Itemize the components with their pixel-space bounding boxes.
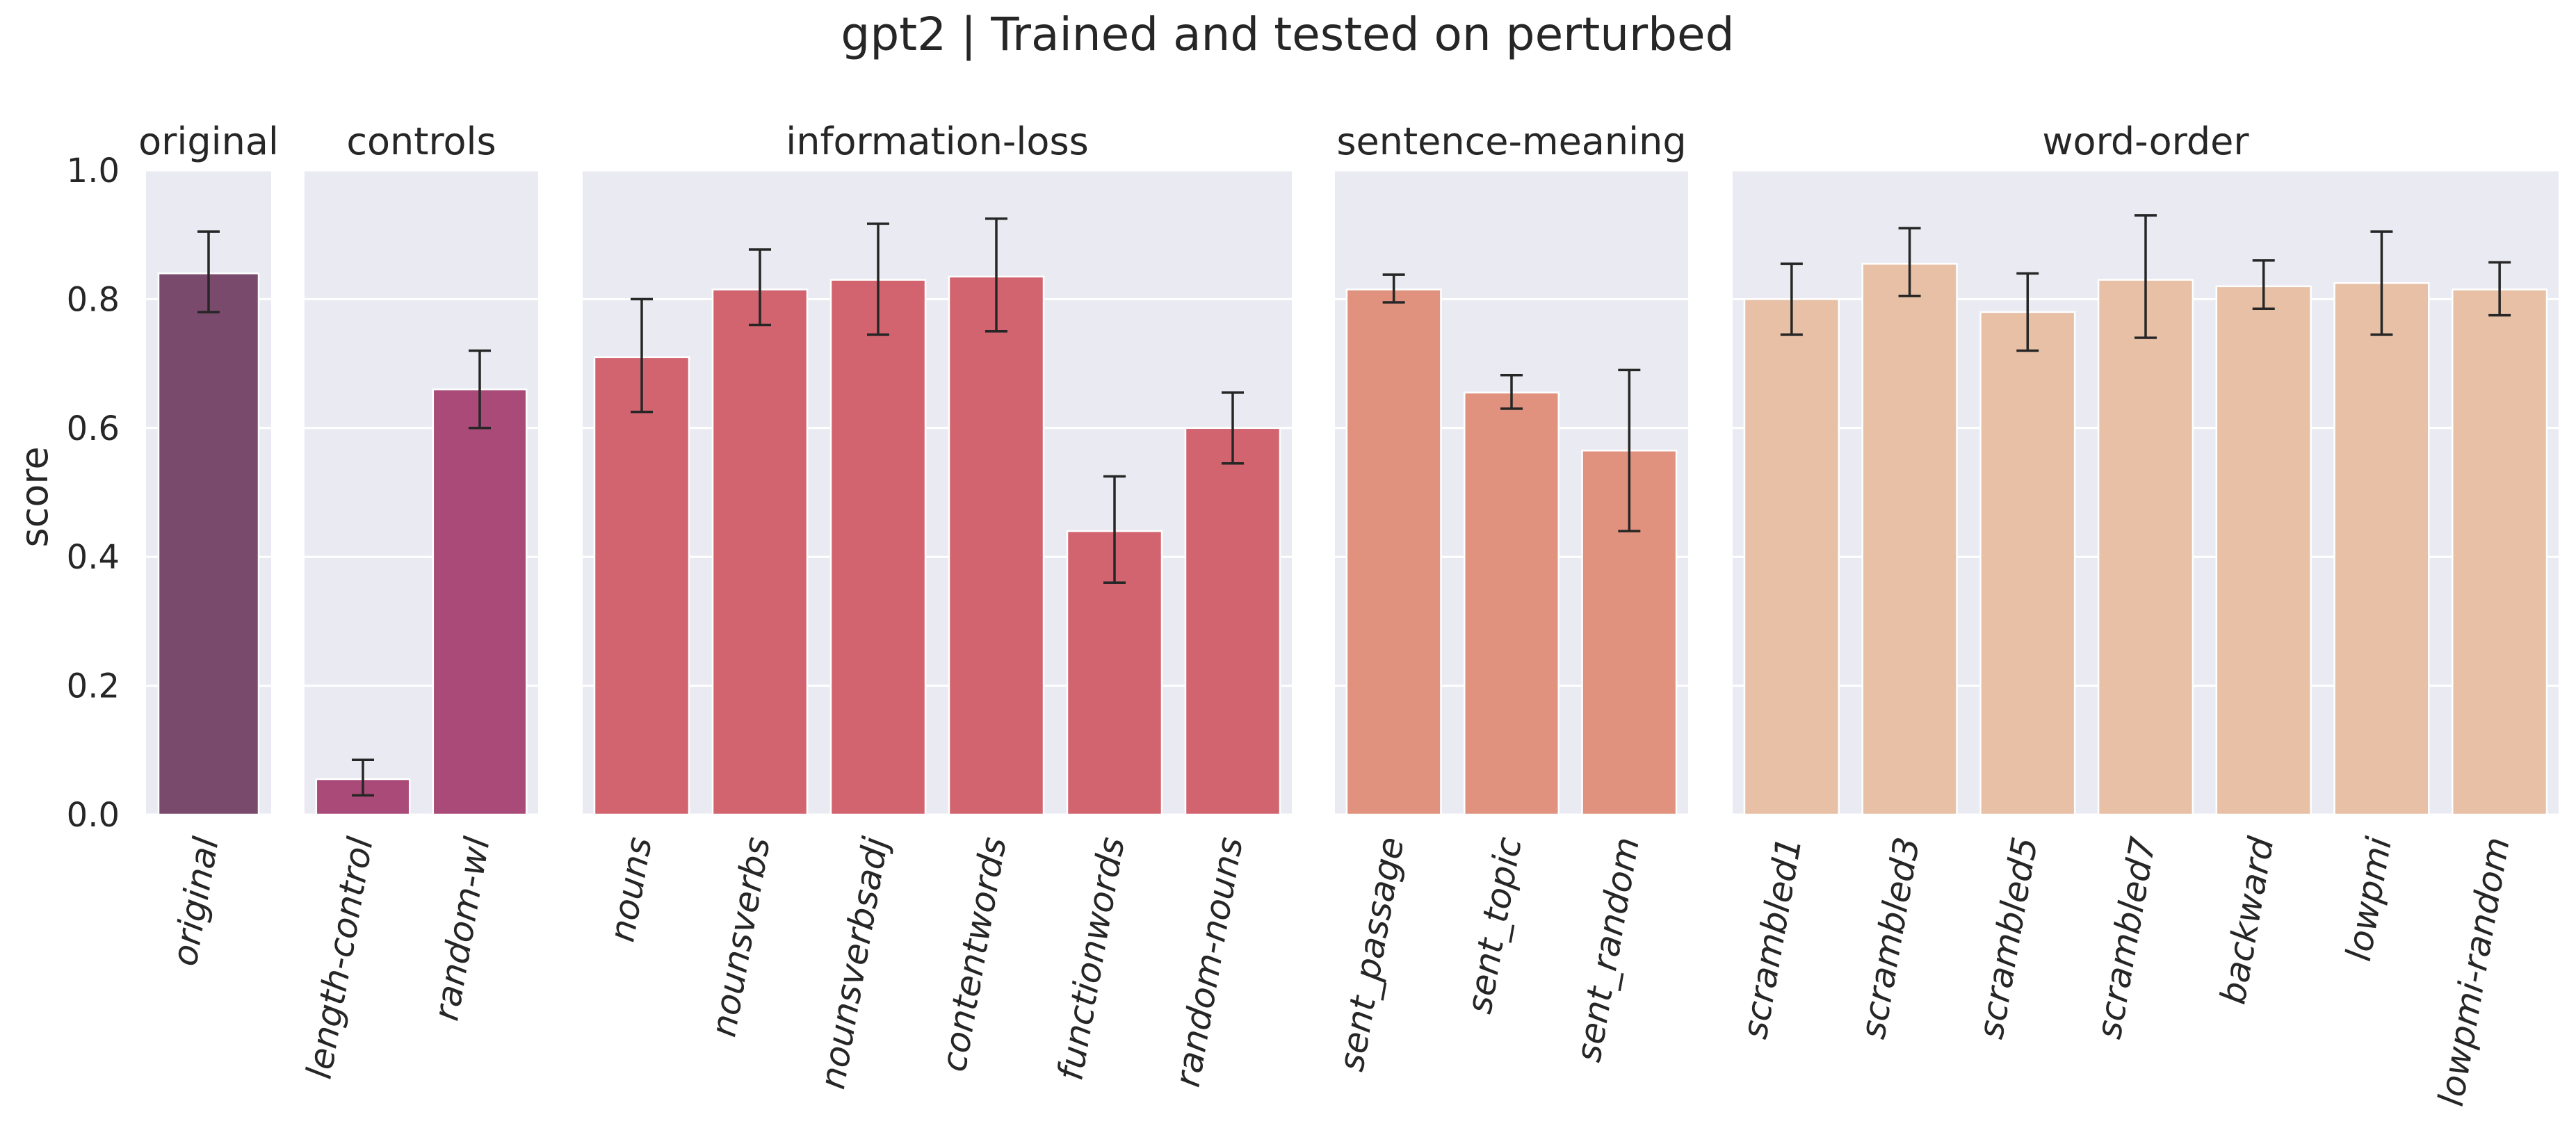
- y-tick-label: 0.6: [67, 409, 120, 448]
- panel-sentence-meaning: sentence-meaning sent_passage sent_topic se…: [1331, 120, 1688, 1075]
- x-tick-label-scrambled3: scrambled3: [1852, 834, 1927, 1042]
- panel-word-order: word-order scrambled1 scrambled3 scrambled5…: [1733, 120, 2559, 1109]
- x-tick-label-functionwords: functionwords: [1050, 834, 1133, 1084]
- error-bar-scrambled3: [1898, 227, 1921, 297]
- bar-lowpmi-random: [2452, 288, 2548, 816]
- error-bar-contentwords: [985, 217, 1007, 333]
- x-tick-label-lowpmi: lowpmi: [2338, 834, 2399, 964]
- x-tick-label-nouns: nouns: [601, 834, 659, 945]
- x-tick-label-nounsverbs: nounsverbs: [703, 834, 778, 1040]
- error-bar-nounsverbsadj: [867, 222, 889, 336]
- bar-sent_topic: [1464, 391, 1560, 816]
- y-tick-label: 0.0: [67, 796, 120, 835]
- x-tick-label-backward: backward: [2212, 834, 2281, 1007]
- x-tick-label-lowpmi-random: lowpmi-random: [2431, 834, 2518, 1109]
- x-tick-label-scrambled1: scrambled1: [1735, 834, 1810, 1042]
- error-bar-length-control: [352, 758, 374, 797]
- error-bar-scrambled5: [2016, 272, 2039, 352]
- error-bar-functionwords: [1103, 475, 1126, 585]
- y-tick-label: 1.0: [67, 152, 120, 190]
- bar-lowpmi: [2333, 281, 2430, 816]
- error-bar-nounsverbs: [749, 248, 771, 327]
- bar-nounsverbsadj: [829, 279, 927, 816]
- panel-original: original original 0.0 0.2 0.4 0.6 0.8 1.0: [67, 120, 279, 969]
- bar-original: [157, 272, 260, 816]
- x-tick-label-scrambled5: scrambled5: [1970, 834, 2046, 1042]
- bar-random-wl: [432, 388, 528, 816]
- error-bar-random-wl: [469, 349, 491, 430]
- x-tick-label-length-control: length-control: [299, 834, 381, 1082]
- bar-random-nouns: [1184, 427, 1281, 816]
- error-bar-scrambled7: [2134, 214, 2157, 339]
- bar-scrambled7: [2097, 279, 2194, 816]
- y-tick-label: 0.4: [67, 538, 120, 577]
- error-bar-backward: [2252, 259, 2275, 311]
- error-bar-scrambled1: [1780, 262, 1803, 336]
- panel-controls: controls length-control random-wl: [299, 120, 538, 1082]
- error-bar-random-nouns: [1222, 391, 1244, 465]
- error-bar-nouns: [631, 297, 653, 414]
- x-tick-label-original: original: [164, 834, 227, 969]
- x-tick-label-scrambled7: scrambled7: [2089, 834, 2164, 1042]
- x-tick-label-random-wl: random-wl: [426, 834, 497, 1024]
- error-bar-original: [197, 230, 220, 313]
- panels: original original 0.0 0.2 0.4 0.6 0.8 1.0 contro…: [67, 120, 2559, 1109]
- x-tick-label-nounsverbsadj: nounsverbsadj: [812, 834, 896, 1092]
- panel-background: [583, 170, 1292, 815]
- panel-title: controls: [346, 120, 496, 163]
- y-tick-label: 0.8: [67, 280, 120, 319]
- x-tick-label-contentwords: contentwords: [933, 834, 1014, 1075]
- x-tick-label-sent_random: sent_random: [1568, 834, 1647, 1065]
- panel-title: information-loss: [786, 120, 1088, 163]
- panel-title: word-order: [2042, 120, 2249, 163]
- y-tick-label: 0.2: [67, 667, 120, 706]
- error-bar-sent_passage: [1382, 273, 1405, 304]
- bar-sent_passage: [1345, 288, 1442, 816]
- error-bar-sent_random: [1618, 368, 1641, 532]
- x-tick-label-sent_passage: sent_passage: [1331, 834, 1411, 1075]
- bar-nounsverbs: [711, 288, 809, 816]
- y-axis-label: score: [13, 446, 56, 547]
- bar-scrambled3: [1861, 263, 1958, 816]
- bar-backward: [2215, 285, 2312, 816]
- error-bar-sent_topic: [1500, 374, 1523, 410]
- panel-information-loss: information-loss nouns nounsverbs nounsverb…: [583, 120, 1292, 1092]
- bar-nouns: [593, 356, 690, 816]
- chart-title: gpt2 | Trained and tested on perturbed: [841, 8, 1734, 61]
- bar-scrambled5: [1979, 311, 2076, 816]
- error-bar-lowpmi-random: [2488, 261, 2511, 317]
- panel-title: sentence-meaning: [1336, 120, 1686, 163]
- panel-title: original: [138, 120, 279, 163]
- error-bar-lowpmi: [2370, 230, 2393, 336]
- x-tick-label-random-nouns: random-nouns: [1167, 834, 1251, 1090]
- x-tick-label-sent_topic: sent_topic: [1459, 834, 1530, 1017]
- bar-contentwords: [948, 275, 1045, 816]
- bar-scrambled1: [1743, 298, 1840, 816]
